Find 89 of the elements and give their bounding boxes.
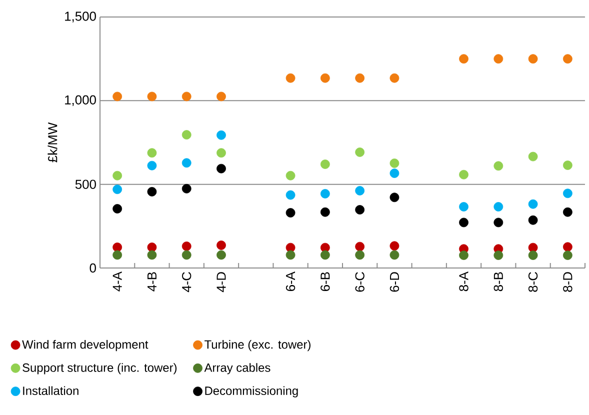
point [216, 164, 226, 174]
point [182, 92, 192, 102]
x-tick-label: 4-C [182, 272, 192, 292]
legend-label: Installation [23, 386, 78, 396]
x-tick-label: 4-B [148, 272, 156, 292]
point [528, 215, 538, 225]
point [216, 92, 226, 102]
point [112, 170, 122, 180]
point [182, 184, 192, 194]
point [320, 189, 330, 198]
point [216, 240, 226, 250]
point [459, 218, 468, 228]
x-tick-label: 4-A [112, 272, 122, 292]
x-tick-label: 4-D [216, 272, 226, 292]
point [286, 190, 296, 200]
y-tick-label: 1,500 [65, 12, 96, 22]
point [390, 73, 400, 83]
point [494, 218, 504, 228]
point [147, 148, 157, 158]
point [112, 184, 122, 194]
point [147, 250, 157, 260]
point [182, 158, 192, 168]
point [286, 250, 296, 260]
y-tick-label: 1,000 [65, 95, 96, 106]
y-axis-title: £k/MW [48, 122, 58, 162]
point [355, 205, 365, 214]
point [112, 204, 122, 214]
point [528, 152, 538, 162]
legend-label: Wind farm development [22, 340, 148, 352]
point [147, 160, 157, 170]
x-tick-label: 6-B [320, 272, 330, 292]
point [320, 207, 330, 217]
point [182, 242, 192, 251]
point [147, 92, 157, 102]
x-tick-label: 8-B [494, 272, 503, 292]
point [216, 148, 226, 158]
x-tick-label: 8-D [563, 272, 572, 292]
point [182, 250, 192, 260]
point [355, 242, 365, 252]
point [494, 54, 504, 64]
point [320, 250, 330, 260]
point [390, 250, 400, 260]
point [494, 202, 504, 212]
x-tick-label: 6-D [390, 272, 400, 292]
point [216, 250, 226, 260]
point [390, 158, 400, 168]
point [355, 73, 365, 83]
point [355, 148, 365, 157]
point [459, 250, 468, 260]
legend-label: Turbine (exc. tower) [204, 340, 310, 352]
x-tick-label: 6-C [355, 272, 364, 292]
point [562, 160, 572, 170]
x-tick-label: 6-A [286, 272, 296, 292]
point [390, 192, 400, 202]
y-tick-label: 500 [75, 180, 96, 189]
point [562, 242, 572, 252]
x-tick-label: 8-A [459, 272, 468, 292]
point [390, 168, 400, 178]
point [216, 130, 226, 140]
point [459, 202, 468, 212]
point [562, 188, 572, 198]
point [459, 54, 468, 64]
legend-label: Support structure (inc. tower) [22, 363, 177, 374]
legend-label: Decommissioning [205, 386, 298, 398]
point [528, 250, 538, 260]
point [562, 54, 572, 64]
point [390, 241, 400, 251]
point [286, 208, 296, 218]
point [286, 73, 296, 83]
point [528, 199, 538, 209]
point [286, 170, 296, 180]
point [182, 130, 192, 140]
point [320, 73, 330, 83]
point [112, 92, 122, 102]
point [147, 186, 157, 196]
point [528, 54, 538, 64]
point [459, 170, 468, 180]
point [528, 242, 538, 252]
point [494, 250, 504, 260]
point [494, 161, 504, 171]
point [112, 250, 122, 260]
point [355, 250, 365, 260]
y-tick-label: 0 [90, 263, 96, 273]
point [562, 207, 572, 217]
legend-label: Array cables [204, 363, 270, 374]
point [562, 250, 572, 260]
x-tick-label: 8-C [528, 272, 538, 292]
point [355, 186, 365, 196]
point [320, 160, 330, 169]
